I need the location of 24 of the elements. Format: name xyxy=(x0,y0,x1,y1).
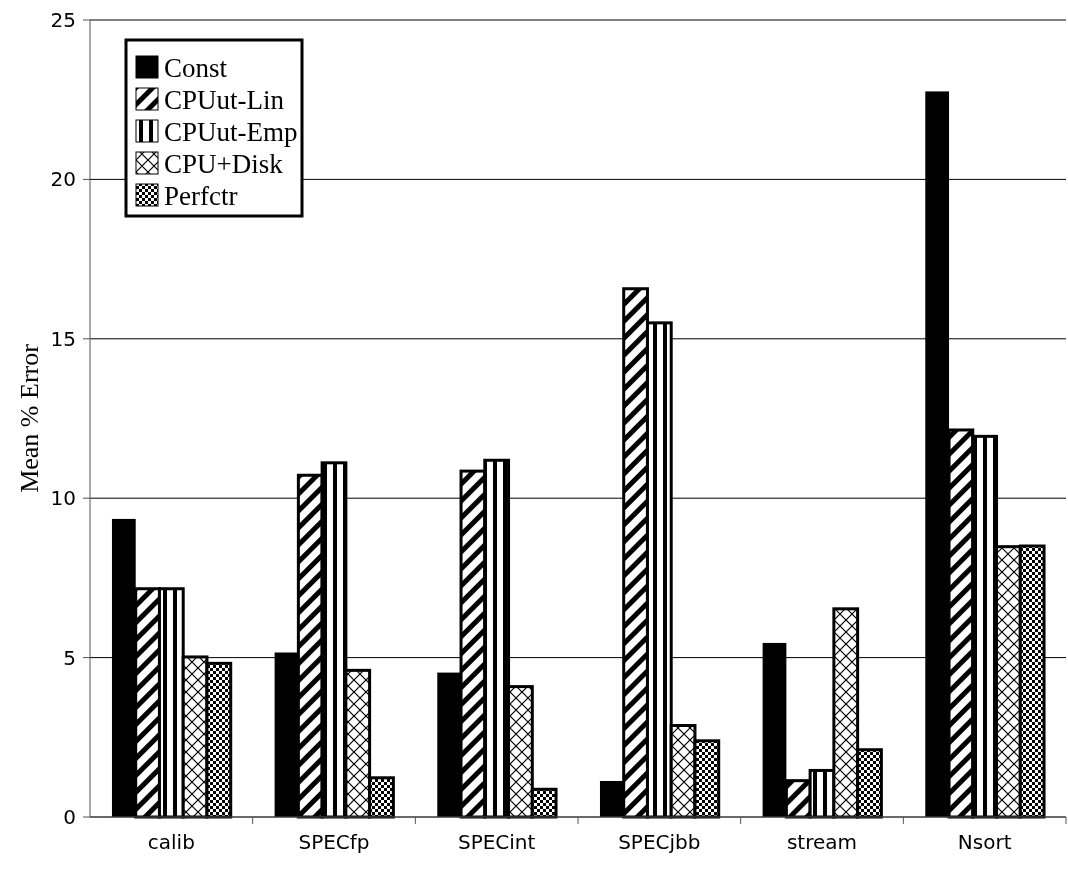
legend-label: Perfctr xyxy=(164,181,238,212)
bar xyxy=(925,91,950,817)
bar xyxy=(762,642,787,817)
x-tick-label: calib xyxy=(147,830,195,854)
bar xyxy=(111,518,136,817)
x-tick-label: SPECjbb xyxy=(618,830,701,854)
y-tick-label: 5 xyxy=(63,645,76,670)
y-tick-label: 10 xyxy=(50,486,76,511)
bar xyxy=(437,672,462,817)
y-tick-label: 15 xyxy=(50,326,76,351)
legend-label: CPUut-Emp xyxy=(164,117,298,148)
legend-label: Const xyxy=(164,53,228,84)
legend-label: CPU+Disk xyxy=(164,149,284,180)
bar xyxy=(599,780,624,817)
y-axis-title: Mean % Error xyxy=(15,343,44,493)
x-tick-label: SPECint xyxy=(457,830,536,854)
x-tick-label: SPECfp xyxy=(298,830,370,854)
y-tick-label: 25 xyxy=(50,8,76,32)
y-tick-label: 0 xyxy=(63,805,76,829)
y-tick-label: 20 xyxy=(50,167,76,192)
x-tick-label: stream xyxy=(786,830,858,854)
bar xyxy=(274,652,299,817)
x-tick-label: Nsort xyxy=(957,830,1012,854)
legend-label: CPUut-Lin xyxy=(164,85,285,116)
